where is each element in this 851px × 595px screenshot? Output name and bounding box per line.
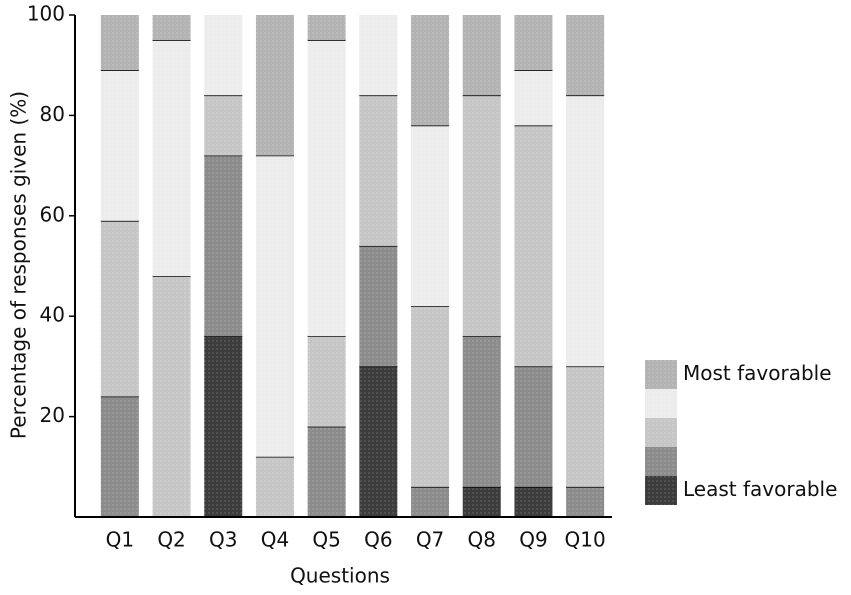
bar-texture bbox=[514, 70, 553, 126]
bar-texture bbox=[204, 155, 243, 337]
bar-texture bbox=[204, 95, 243, 156]
x-tick-label: Q7 bbox=[416, 528, 444, 552]
bar-texture bbox=[100, 220, 139, 397]
bar-texture bbox=[359, 366, 398, 517]
y-tick-label: 20 bbox=[40, 403, 65, 427]
bar-texture bbox=[255, 456, 294, 517]
bar-texture bbox=[462, 486, 501, 517]
bar-texture bbox=[566, 486, 605, 517]
x-tick-label: Q9 bbox=[519, 528, 547, 552]
x-tick-label: Q1 bbox=[106, 528, 134, 552]
y-tick-label: 80 bbox=[40, 102, 65, 126]
bar-texture bbox=[462, 336, 501, 487]
bar-texture bbox=[152, 40, 191, 277]
bar-texture bbox=[359, 245, 398, 367]
bar-texture bbox=[411, 486, 450, 517]
bar-texture bbox=[411, 125, 450, 307]
bar-texture bbox=[514, 15, 553, 71]
x-tick-label: Q10 bbox=[565, 528, 606, 552]
bar-texture bbox=[152, 15, 191, 41]
bar-texture bbox=[307, 15, 346, 41]
bar-texture bbox=[307, 426, 346, 517]
x-axis-label: Questions bbox=[290, 564, 390, 588]
bar-texture bbox=[152, 276, 191, 517]
legend-texture bbox=[645, 389, 677, 418]
legend-label: Least favorable bbox=[683, 477, 837, 501]
bar-texture bbox=[204, 336, 243, 517]
x-tick-label: Q8 bbox=[468, 528, 496, 552]
bar-texture bbox=[514, 125, 553, 367]
bar-texture bbox=[100, 396, 139, 517]
bar-texture bbox=[255, 15, 294, 156]
y-axis-label: Percentage of responses given (%) bbox=[7, 91, 31, 439]
legend-texture bbox=[645, 447, 677, 476]
y-tick-label: 60 bbox=[40, 202, 65, 226]
x-tick-label: Q6 bbox=[364, 528, 392, 552]
legend-texture bbox=[645, 476, 677, 505]
bar-texture bbox=[100, 70, 139, 221]
x-tick-label: Q3 bbox=[209, 528, 237, 552]
legend-label: Most favorable bbox=[683, 361, 832, 385]
x-tick-label: Q4 bbox=[261, 528, 289, 552]
bar-texture bbox=[462, 95, 501, 337]
bar-texture bbox=[566, 95, 605, 367]
y-tick-label: 40 bbox=[40, 303, 65, 327]
bar-texture bbox=[359, 15, 398, 96]
x-tick-label: Q2 bbox=[157, 528, 185, 552]
bar-texture bbox=[255, 155, 294, 457]
bar-texture bbox=[307, 336, 346, 427]
bar-texture bbox=[411, 306, 450, 487]
bar-texture bbox=[566, 15, 605, 96]
bar-texture bbox=[359, 95, 398, 246]
bar-texture bbox=[514, 366, 553, 487]
bar-texture bbox=[514, 486, 553, 517]
bar-texture bbox=[411, 15, 450, 126]
y-tick-label: 100 bbox=[27, 2, 65, 26]
legend-texture bbox=[645, 360, 677, 389]
bar-texture bbox=[307, 40, 346, 337]
bar-texture bbox=[566, 366, 605, 487]
bar-texture bbox=[462, 15, 501, 96]
x-tick-label: Q5 bbox=[312, 528, 340, 552]
bar-texture bbox=[100, 15, 139, 71]
legend-texture bbox=[645, 418, 677, 447]
bar-texture bbox=[204, 15, 243, 96]
